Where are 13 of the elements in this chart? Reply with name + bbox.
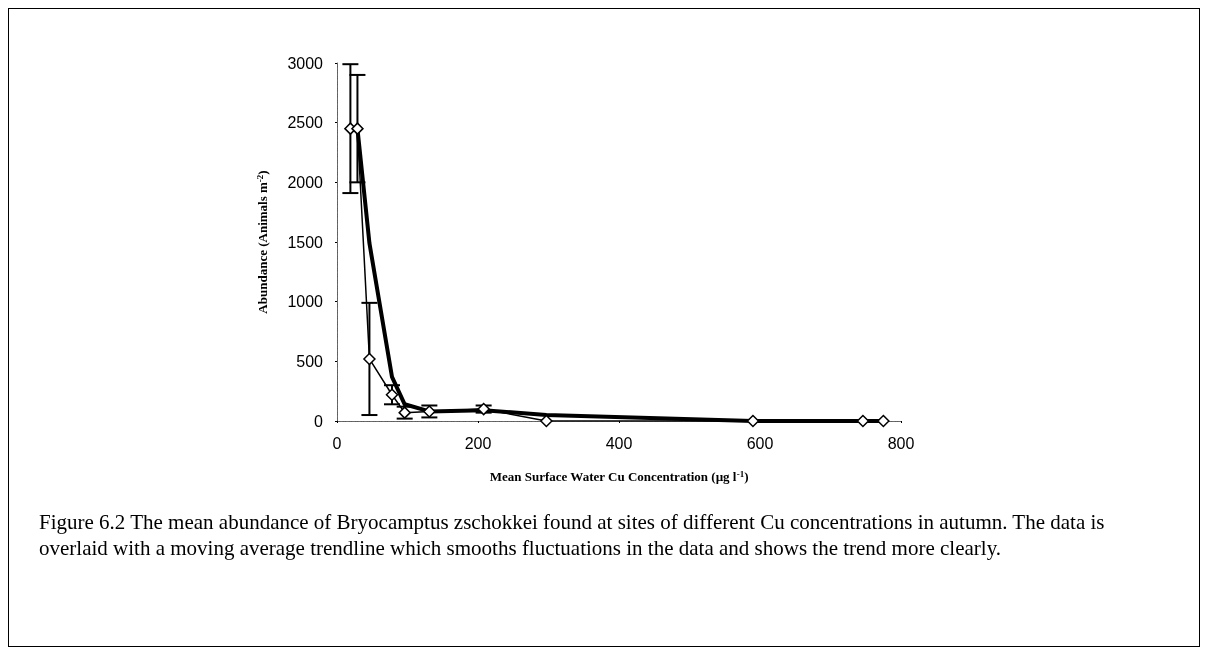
caption: Figure 6.2 The mean abundance of Bryocamptus zschokkei found at sites of different Cu concentrations in autumn. The data is overlaid with a moving average trendline which smooths fluctuations in the data and shows the trend more clearly. [39, 510, 1110, 560]
y-tick-label: 2500 [287, 114, 324, 132]
x-tick-label: 0 [332, 434, 342, 452]
y-tick-label: 1000 [287, 293, 324, 311]
y-tick-label: 1500 [287, 233, 324, 251]
x-tick-label: 400 [605, 434, 633, 452]
y-tick-label: 500 [296, 352, 324, 370]
y-tick-label: 3000 [287, 54, 324, 72]
x-tick-label: 200 [464, 434, 492, 452]
y-tick-label: 0 [314, 412, 324, 430]
x-tick-label: 600 [746, 434, 774, 452]
x-tick-label: 800 [887, 434, 915, 452]
y-tick-label: 2000 [287, 173, 324, 191]
